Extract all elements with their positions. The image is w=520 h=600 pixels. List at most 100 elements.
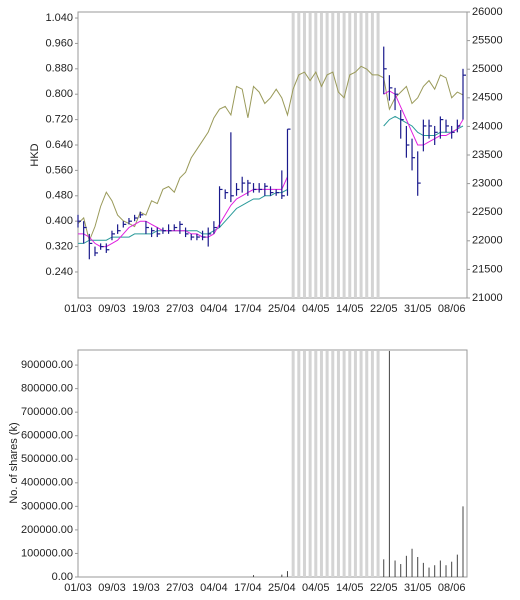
x-tick-label: 27/03 bbox=[166, 582, 194, 594]
volume-bar bbox=[286, 571, 288, 577]
no-trade-band bbox=[370, 351, 374, 577]
y2-tick-label: 22000 bbox=[472, 235, 503, 247]
volume-bar bbox=[462, 506, 464, 577]
x-tick-label: 01/03 bbox=[64, 582, 92, 594]
y2-tick-label: 22500 bbox=[472, 206, 503, 218]
x-tick-label: 19/03 bbox=[132, 582, 160, 594]
x-tick-label: 08/06 bbox=[438, 582, 466, 594]
x-tick-label: 22/05 bbox=[370, 303, 398, 315]
x-tick-label: 19/03 bbox=[132, 303, 160, 315]
no-trade-band bbox=[297, 13, 301, 298]
volume-bar bbox=[281, 574, 283, 577]
x-tick-label: 22/05 bbox=[370, 582, 398, 594]
no-trade-band bbox=[331, 351, 335, 577]
y2-tick-label: 21000 bbox=[472, 292, 503, 304]
x-tick-label: 04/04 bbox=[200, 582, 228, 594]
y-tick-label: 0.640 bbox=[45, 139, 73, 151]
volume-bar bbox=[451, 561, 453, 577]
volume-bar bbox=[253, 575, 255, 577]
y-tick-label: 200000.00 bbox=[21, 524, 73, 536]
x-tick-label: 25/04 bbox=[268, 303, 296, 315]
x-tick-label: 09/03 bbox=[98, 303, 126, 315]
no-trade-band bbox=[314, 351, 318, 577]
x-tick-label: 31/05 bbox=[404, 303, 432, 315]
y-tick-label: 0.240 bbox=[45, 266, 73, 278]
y-tick-label: 0.320 bbox=[45, 240, 73, 252]
y2-tick-label: 21500 bbox=[472, 263, 503, 275]
no-trade-band bbox=[325, 13, 329, 298]
volume-bar bbox=[422, 562, 424, 577]
volume-bar bbox=[411, 548, 413, 577]
no-trade-band bbox=[359, 13, 363, 298]
volume-bar bbox=[394, 560, 396, 577]
volume-bar bbox=[434, 565, 436, 577]
y-tick-label: 800000.00 bbox=[21, 383, 73, 395]
y-tick-label: 100000.00 bbox=[21, 547, 73, 559]
y-tick-label: 900000.00 bbox=[21, 359, 73, 371]
x-tick-label: 17/04 bbox=[234, 303, 262, 315]
no-trade-band bbox=[336, 13, 340, 298]
no-trade-band bbox=[353, 351, 357, 577]
no-trade-band bbox=[308, 13, 312, 298]
x-tick-label: 17/04 bbox=[234, 582, 262, 594]
y2-tick-label: 26000 bbox=[472, 6, 503, 18]
no-trade-band bbox=[302, 13, 306, 298]
y-tick-label: 0.480 bbox=[45, 190, 73, 202]
no-trade-band bbox=[376, 351, 380, 577]
y-tick-label: 0.800 bbox=[45, 88, 73, 100]
no-trade-band bbox=[325, 351, 329, 577]
x-tick-label: 14/05 bbox=[336, 582, 364, 594]
y-tick-label: 0.00 bbox=[52, 571, 73, 583]
no-trade-band bbox=[314, 13, 318, 298]
no-trade-band bbox=[370, 13, 374, 298]
volume-bar bbox=[383, 559, 385, 577]
no-trade-band bbox=[342, 13, 346, 298]
y-tick-label: 700000.00 bbox=[21, 406, 73, 418]
volume-bar bbox=[445, 565, 447, 577]
no-trade-band bbox=[365, 13, 369, 298]
no-trade-band bbox=[302, 351, 306, 577]
x-tick-label: 04/05 bbox=[302, 303, 330, 315]
y-tick-label: 0.400 bbox=[45, 215, 73, 227]
price-axis-title: HKD bbox=[29, 143, 41, 166]
volume-bar bbox=[400, 564, 402, 577]
y2-tick-label: 25500 bbox=[472, 35, 503, 47]
volume-bar bbox=[428, 567, 430, 577]
y-tick-label: 0.960 bbox=[45, 37, 73, 49]
short-moving-average bbox=[78, 90, 464, 248]
no-trade-band bbox=[348, 351, 352, 577]
no-trade-band bbox=[376, 13, 380, 298]
x-tick-label: 04/04 bbox=[200, 303, 228, 315]
no-trade-band bbox=[348, 13, 352, 298]
y2-tick-label: 24500 bbox=[472, 92, 503, 104]
y-tick-label: 500000.00 bbox=[21, 453, 73, 465]
y2-tick-label: 24000 bbox=[472, 120, 503, 132]
x-tick-label: 14/05 bbox=[336, 303, 364, 315]
y2-tick-label: 23500 bbox=[472, 149, 503, 161]
x-tick-label: 04/05 bbox=[302, 582, 330, 594]
no-trade-band bbox=[342, 351, 346, 577]
x-tick-label: 08/06 bbox=[438, 303, 466, 315]
volume-bar bbox=[456, 554, 458, 577]
volume-bar bbox=[388, 350, 390, 577]
y-tick-label: 0.560 bbox=[45, 164, 73, 176]
no-trade-band bbox=[291, 13, 295, 298]
volume-bar bbox=[405, 555, 407, 577]
price-plot-frame bbox=[77, 11, 468, 299]
volume-bar bbox=[439, 560, 441, 577]
no-trade-band bbox=[319, 13, 323, 298]
no-trade-band bbox=[308, 351, 312, 577]
y-tick-label: 0.720 bbox=[45, 114, 73, 126]
no-trade-band bbox=[297, 351, 301, 577]
y-tick-label: 0.880 bbox=[45, 63, 73, 75]
y-tick-label: 600000.00 bbox=[21, 430, 73, 442]
x-tick-label: 25/04 bbox=[268, 582, 296, 594]
no-trade-band bbox=[365, 351, 369, 577]
index-line bbox=[77, 65, 464, 243]
y-tick-label: 300000.00 bbox=[21, 500, 73, 512]
no-trade-band bbox=[353, 13, 357, 298]
x-tick-label: 31/05 bbox=[404, 582, 432, 594]
no-trade-band bbox=[319, 351, 323, 577]
y-tick-label: 400000.00 bbox=[21, 477, 73, 489]
